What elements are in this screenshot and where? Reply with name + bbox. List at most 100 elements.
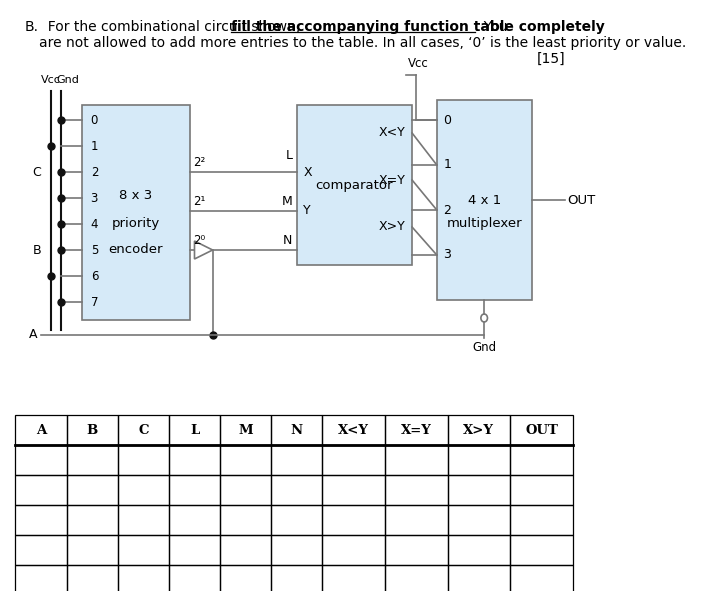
Text: A: A [36, 424, 46, 437]
Bar [385, 415, 447, 445]
Bar [510, 415, 573, 445]
Text: 4: 4 [91, 217, 99, 230]
Text: X=Y: X=Y [400, 424, 431, 437]
Bar [271, 475, 322, 505]
Text: 2²: 2² [193, 156, 205, 169]
Text: fill the accompanying function table completely: fill the accompanying function table com… [231, 20, 605, 34]
Text: Y: Y [303, 204, 311, 217]
Bar [271, 535, 322, 565]
Text: . You: . You [475, 20, 507, 34]
Bar [271, 505, 322, 535]
Bar [67, 505, 118, 535]
Bar [271, 415, 322, 445]
Text: multiplexer: multiplexer [446, 217, 522, 230]
Text: 2⁰: 2⁰ [193, 234, 205, 247]
Text: X>Y: X>Y [379, 220, 406, 233]
Bar [169, 505, 220, 535]
Bar [169, 565, 220, 591]
Bar [15, 475, 67, 505]
Text: N: N [283, 234, 293, 247]
Text: 2: 2 [444, 203, 452, 216]
Bar [169, 475, 220, 505]
Text: For the combinational circuit shown,: For the combinational circuit shown, [39, 20, 304, 34]
Bar [510, 445, 573, 475]
Text: M: M [282, 195, 293, 208]
Text: 0: 0 [91, 113, 98, 126]
Bar [220, 535, 271, 565]
Bar [220, 565, 271, 591]
Text: comparator: comparator [316, 178, 393, 191]
Text: Vcc: Vcc [408, 57, 429, 70]
Bar [220, 475, 271, 505]
Text: A: A [29, 329, 37, 342]
Bar [322, 475, 385, 505]
Bar [447, 445, 510, 475]
Text: L: L [285, 149, 293, 162]
Text: 1: 1 [91, 139, 99, 152]
Bar [118, 505, 169, 535]
Bar [510, 475, 573, 505]
Bar [510, 565, 573, 591]
Bar [67, 475, 118, 505]
Bar [447, 505, 510, 535]
Bar [220, 445, 271, 475]
Text: Gnd: Gnd [56, 75, 79, 85]
Bar [271, 445, 322, 475]
Text: X>Y: X>Y [463, 424, 495, 437]
Bar [118, 475, 169, 505]
Bar [118, 415, 169, 445]
Text: encoder: encoder [109, 242, 163, 255]
Bar [447, 415, 510, 445]
Text: 2: 2 [91, 165, 99, 178]
Text: priority: priority [112, 217, 160, 230]
Bar [67, 535, 118, 565]
Text: N: N [290, 424, 303, 437]
Bar [15, 535, 67, 565]
Text: 1: 1 [444, 158, 452, 171]
Bar [67, 415, 118, 445]
Text: B: B [87, 424, 98, 437]
Bar [436, 100, 531, 300]
Text: 8 x 3: 8 x 3 [119, 189, 152, 202]
Text: X<Y: X<Y [338, 424, 369, 437]
Text: 5: 5 [91, 243, 98, 256]
Text: OUT: OUT [525, 424, 558, 437]
Bar [510, 535, 573, 565]
Text: 6: 6 [91, 269, 99, 282]
Text: X<Y: X<Y [379, 126, 406, 139]
Bar [447, 475, 510, 505]
Text: B: B [32, 243, 41, 256]
Bar [385, 445, 447, 475]
Bar [15, 445, 67, 475]
Bar [447, 565, 510, 591]
Text: X: X [303, 165, 312, 178]
Bar [67, 445, 118, 475]
Bar [169, 415, 220, 445]
Bar [220, 415, 271, 445]
Bar [297, 105, 412, 265]
Bar [15, 415, 67, 445]
Text: X=Y: X=Y [379, 174, 406, 187]
Bar [385, 535, 447, 565]
Bar [385, 475, 447, 505]
Bar [15, 565, 67, 591]
Bar [385, 565, 447, 591]
Text: 0: 0 [444, 113, 452, 126]
Bar [67, 565, 118, 591]
Text: 4 x 1: 4 x 1 [467, 193, 501, 206]
Text: 2¹: 2¹ [193, 195, 205, 208]
Bar [322, 535, 385, 565]
Bar [169, 535, 220, 565]
Text: B.: B. [24, 20, 39, 34]
Bar [322, 565, 385, 591]
Bar [322, 505, 385, 535]
Text: C: C [32, 165, 41, 178]
Bar [447, 535, 510, 565]
Text: Vcc: Vcc [41, 75, 61, 85]
Bar [385, 505, 447, 535]
Bar [322, 445, 385, 475]
Text: M: M [238, 424, 253, 437]
Text: 7: 7 [91, 296, 99, 309]
Bar [118, 565, 169, 591]
Text: Gnd: Gnd [472, 341, 496, 354]
